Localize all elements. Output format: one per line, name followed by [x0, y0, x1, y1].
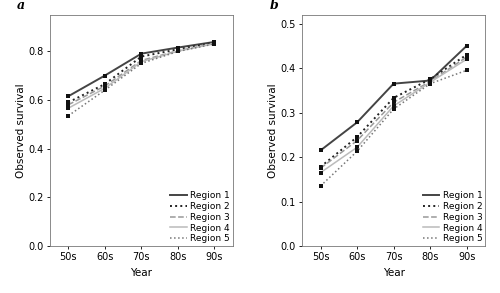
- Text: a: a: [17, 0, 25, 12]
- Text: b: b: [270, 0, 278, 12]
- Legend: Region 1, Region 2, Region 3, Region 4, Region 5: Region 1, Region 2, Region 3, Region 4, …: [422, 191, 482, 243]
- Legend: Region 1, Region 2, Region 3, Region 4, Region 5: Region 1, Region 2, Region 3, Region 4, …: [170, 191, 230, 243]
- X-axis label: Year: Year: [382, 268, 404, 278]
- Y-axis label: Observed survival: Observed survival: [268, 83, 278, 178]
- X-axis label: Year: Year: [130, 268, 152, 278]
- Y-axis label: Observed survival: Observed survival: [16, 83, 26, 178]
